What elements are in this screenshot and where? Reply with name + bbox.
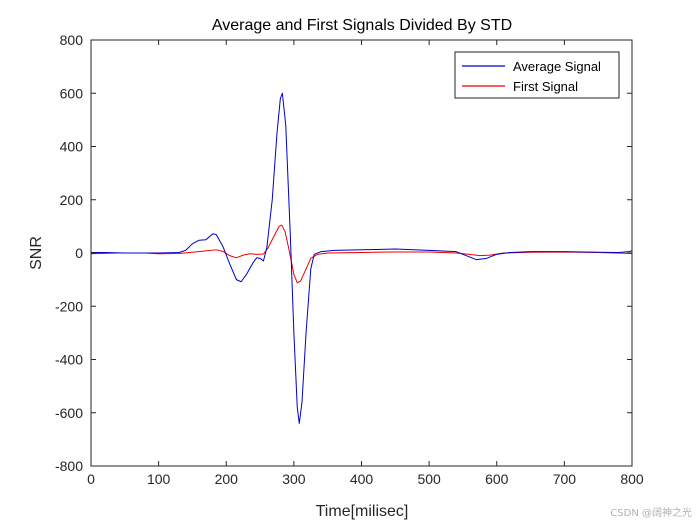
- chart-title: Average and First Signals Divided By STD: [212, 17, 512, 34]
- x-tick-label: 100: [147, 471, 171, 487]
- y-tick-label: 0: [75, 245, 83, 261]
- series-line-first-signal: [90, 224, 633, 284]
- y-axis: -800 -600 -400 -200 0 200 400 600 800: [55, 32, 632, 474]
- x-tick-label: 800: [620, 471, 644, 487]
- y-tick-label: -400: [55, 352, 83, 368]
- x-tick-label: 400: [350, 471, 374, 487]
- y-axis-label: SNR: [28, 236, 45, 270]
- x-tick-label: 700: [553, 471, 577, 487]
- x-tick-label: 300: [282, 471, 306, 487]
- y-tick-label: 800: [60, 32, 84, 48]
- y-tick-label: -600: [55, 405, 83, 421]
- y-tick-label: 200: [60, 192, 84, 208]
- x-tick-label: 600: [485, 471, 509, 487]
- legend-box: [454, 51, 620, 99]
- legend-label-average-signal: Average Signal: [513, 59, 601, 74]
- x-axis: 0 100 200 300 400 500 600 700 800: [87, 40, 644, 487]
- series-layer: [90, 92, 633, 424]
- legend: Average Signal First Signal: [454, 51, 620, 99]
- series-line-average-signal: [91, 92, 633, 424]
- x-tick-label: 0: [87, 471, 95, 487]
- y-tick-label: 600: [60, 85, 84, 101]
- x-tick-label: 200: [215, 471, 239, 487]
- x-tick-label: 500: [417, 471, 441, 487]
- y-tick-label: 400: [60, 139, 84, 155]
- x-axis-label: Time[milisec]: [316, 503, 409, 520]
- y-tick-label: -200: [55, 298, 83, 314]
- y-tick-label: -800: [55, 458, 83, 474]
- legend-label-first-signal: First Signal: [513, 79, 578, 94]
- watermark: CSDN @阔神之光: [610, 508, 692, 519]
